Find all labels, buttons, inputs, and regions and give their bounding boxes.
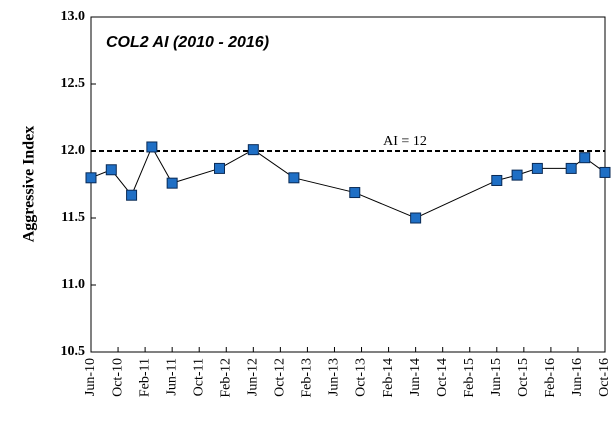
marker <box>247 144 259 156</box>
marker <box>599 166 611 178</box>
x-tick-label: Jun-16 <box>570 358 585 396</box>
marker <box>491 174 503 186</box>
y-tick-label: 11.5 <box>61 210 85 225</box>
x-tick-label: Jun-15 <box>489 358 504 396</box>
x-tick-label: Feb-12 <box>218 358 233 398</box>
x-tick-label: Jun-13 <box>327 358 342 396</box>
y-tick-label: 12.0 <box>61 143 86 158</box>
marker <box>105 164 117 176</box>
marker <box>146 141 158 153</box>
x-tick-label: Jun-11 <box>164 358 179 396</box>
marker <box>126 189 138 201</box>
marker <box>579 152 591 164</box>
marker <box>511 169 523 181</box>
plot-frame <box>90 16 606 353</box>
y-tick-label: 11.0 <box>61 277 85 292</box>
x-tick-label: Oct-10 <box>110 358 125 397</box>
x-tick-label: Oct-16 <box>597 358 612 397</box>
series-line <box>90 145 606 219</box>
marker <box>166 177 178 189</box>
marker <box>531 162 543 174</box>
marker <box>565 162 577 174</box>
x-tick-label: Feb-14 <box>381 358 396 398</box>
marker <box>410 212 422 224</box>
x-tick-label: Feb-15 <box>462 358 477 398</box>
x-tick-label: Jun-14 <box>408 358 423 396</box>
marker <box>288 172 300 184</box>
x-tick-label: Feb-16 <box>543 358 558 398</box>
x-tick-label: Jun-10 <box>83 358 98 396</box>
x-tick-label: Oct-13 <box>354 358 369 397</box>
y-tick-label: 10.5 <box>61 344 86 359</box>
y-tick-label: 12.5 <box>61 76 86 91</box>
x-tick-label: Oct-15 <box>516 358 531 397</box>
marker <box>214 162 225 174</box>
chart-title: COL2 AI (2010 - 2016) <box>106 34 269 51</box>
x-tick-label: Oct-11 <box>191 358 206 396</box>
x-tick-label: Jun-12 <box>246 358 261 396</box>
y-axis-label: Aggressive Index <box>21 126 38 243</box>
marker <box>349 187 361 199</box>
marker <box>85 172 97 184</box>
reference-label: AI = 12 <box>383 134 427 149</box>
x-tick-label: Feb-11 <box>137 358 152 397</box>
y-tick-label: 13.0 <box>61 9 86 24</box>
x-tick-label: Oct-14 <box>435 358 450 397</box>
x-tick-label: Feb-13 <box>300 358 315 398</box>
x-tick-label: Oct-12 <box>273 358 288 397</box>
